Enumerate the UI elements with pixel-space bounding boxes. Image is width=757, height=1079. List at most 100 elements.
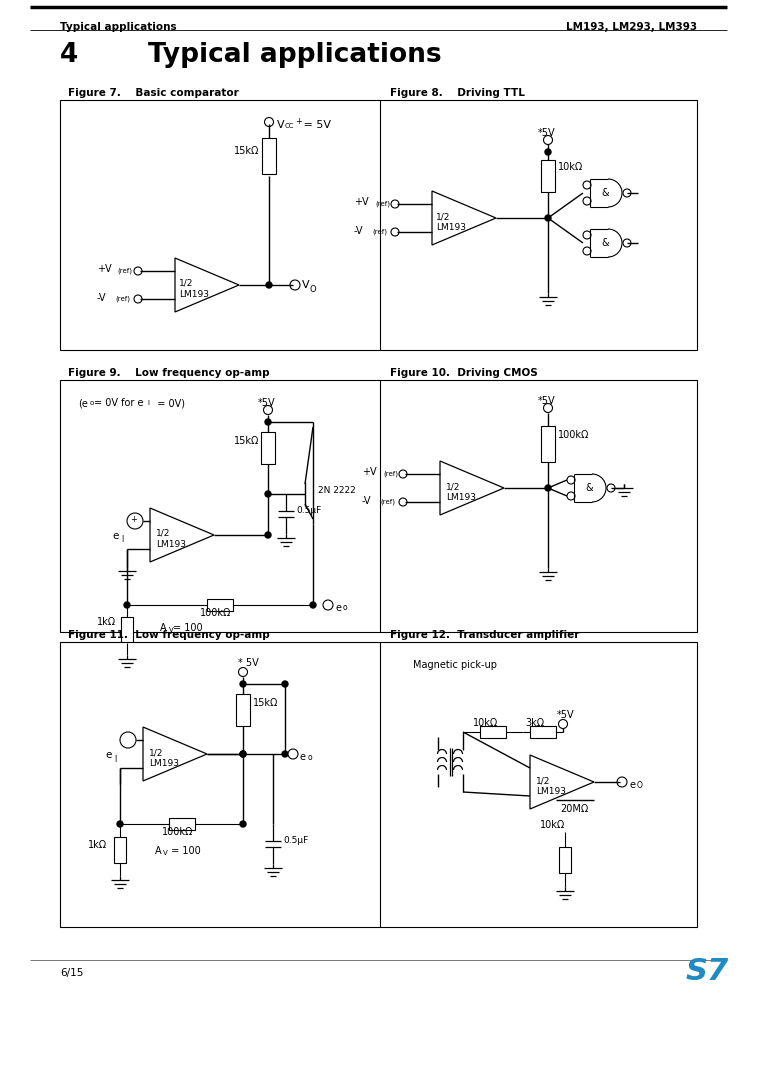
Text: (ref): (ref) [117, 268, 132, 274]
Circle shape [323, 600, 333, 610]
Circle shape [134, 295, 142, 303]
Text: -V: -V [362, 496, 372, 506]
Bar [541, 160, 555, 192]
Text: 0.5µF: 0.5µF [283, 836, 308, 845]
Text: (ref): (ref) [380, 498, 395, 505]
Text: 1/2: 1/2 [446, 482, 460, 491]
Text: 3kΩ: 3kΩ [525, 718, 544, 728]
Text: LM193: LM193 [436, 223, 466, 232]
Text: e: e [629, 780, 635, 790]
Circle shape [583, 197, 591, 205]
Circle shape [264, 118, 273, 126]
Text: LM193: LM193 [149, 759, 179, 768]
Text: I: I [121, 535, 123, 545]
Text: 15kΩ: 15kΩ [234, 146, 260, 156]
Text: A: A [160, 623, 167, 633]
Text: V: V [163, 850, 168, 856]
Circle shape [263, 406, 273, 414]
Circle shape [567, 476, 575, 484]
Text: V: V [169, 627, 174, 633]
Bar [236, 694, 250, 726]
Circle shape [544, 404, 553, 412]
Text: +: + [295, 118, 302, 126]
Text: 100kΩ: 100kΩ [161, 827, 193, 837]
Circle shape [545, 149, 551, 155]
Text: &: & [601, 238, 609, 248]
Text: LM193: LM193 [156, 540, 186, 549]
Text: &: & [601, 188, 609, 199]
Circle shape [238, 668, 248, 677]
Text: Figure 7.    Basic comparator: Figure 7. Basic comparator [68, 88, 238, 98]
Text: (ref): (ref) [372, 229, 387, 235]
Text: *5V: *5V [538, 128, 556, 138]
Text: Figure 10.  Driving CMOS: Figure 10. Driving CMOS [390, 368, 537, 378]
Text: *5V: *5V [557, 710, 575, 720]
Text: V: V [277, 120, 285, 129]
Text: = 0V for e: = 0V for e [94, 398, 144, 408]
Circle shape [567, 492, 575, 500]
Circle shape [544, 136, 553, 145]
Text: Figure 8.    Driving TTL: Figure 8. Driving TTL [390, 88, 525, 98]
Text: e: e [335, 603, 341, 613]
Circle shape [124, 602, 130, 607]
Circle shape [240, 751, 246, 757]
Text: I: I [114, 754, 117, 764]
Text: Figure 9.    Low frequency op-amp: Figure 9. Low frequency op-amp [68, 368, 269, 378]
Bar [541, 426, 555, 462]
Text: 1/2: 1/2 [149, 748, 164, 757]
Bar [169, 818, 195, 830]
Text: = 100: = 100 [173, 623, 203, 633]
Bar [207, 599, 233, 611]
Text: LM193: LM193 [446, 493, 476, 502]
Text: 6/15: 6/15 [60, 968, 83, 978]
Text: e: e [112, 531, 118, 541]
Circle shape [127, 513, 143, 529]
Text: Figure 12.  Transducer amplifier: Figure 12. Transducer amplifier [390, 630, 579, 640]
Circle shape [266, 282, 272, 288]
Text: 0.5µF: 0.5µF [296, 506, 321, 515]
Text: 100kΩ: 100kΩ [558, 431, 590, 440]
Text: = 0V): = 0V) [151, 398, 185, 408]
Text: S7: S7 [685, 957, 729, 986]
Text: +V: +V [362, 467, 377, 477]
Text: 10kΩ: 10kΩ [558, 162, 583, 172]
Text: Typical applications: Typical applications [60, 22, 176, 32]
Text: V: V [302, 279, 310, 290]
Circle shape [391, 228, 399, 236]
Circle shape [545, 215, 551, 221]
Text: (ref): (ref) [383, 470, 398, 477]
Circle shape [265, 532, 271, 538]
Circle shape [240, 751, 246, 757]
Bar [60, 642, 697, 927]
Circle shape [240, 821, 246, 827]
Text: +V: +V [354, 197, 369, 207]
Bar [114, 837, 126, 863]
Bar [262, 138, 276, 174]
Text: +: + [130, 515, 137, 524]
Text: o: o [308, 752, 313, 762]
Text: 2N 2222: 2N 2222 [318, 486, 356, 495]
Circle shape [559, 720, 568, 728]
Text: O: O [310, 285, 316, 293]
Bar [530, 726, 556, 738]
Circle shape [545, 484, 551, 491]
Text: 15kΩ: 15kΩ [253, 698, 279, 708]
Circle shape [623, 240, 631, 247]
Text: +V: +V [97, 264, 111, 274]
Circle shape [134, 267, 142, 275]
Text: = 5V: = 5V [300, 120, 331, 129]
Text: 20MΩ: 20MΩ [560, 804, 588, 814]
Text: -V: -V [97, 293, 107, 303]
Text: CC: CC [285, 123, 294, 129]
Text: 1/2: 1/2 [436, 211, 450, 221]
Circle shape [623, 189, 631, 197]
Circle shape [117, 821, 123, 827]
Text: LM193: LM193 [179, 290, 209, 299]
Text: = 100: = 100 [168, 846, 201, 856]
Circle shape [583, 231, 591, 240]
Text: 1/2: 1/2 [156, 529, 170, 538]
Text: Magnetic pick-up: Magnetic pick-up [413, 660, 497, 670]
Circle shape [265, 491, 271, 497]
Text: I: I [147, 400, 149, 406]
Circle shape [290, 279, 300, 290]
